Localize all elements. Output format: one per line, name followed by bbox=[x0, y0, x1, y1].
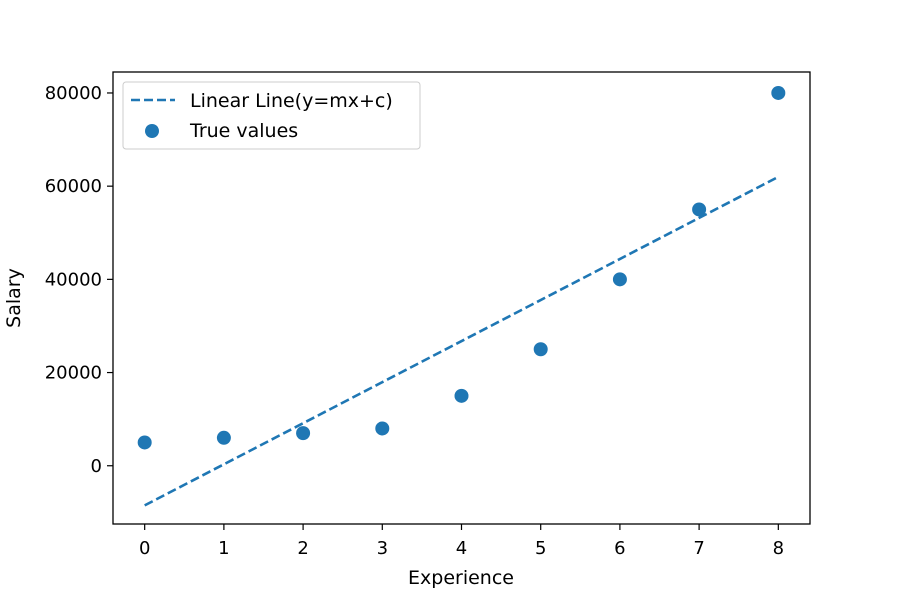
regression-line bbox=[144, 175, 779, 507]
x-tick-label: 0 bbox=[139, 538, 150, 559]
x-tick-label: 3 bbox=[377, 538, 388, 559]
y-axis-label: Salary bbox=[3, 268, 25, 328]
x-tick-label: 7 bbox=[693, 538, 704, 559]
data-point bbox=[692, 202, 707, 217]
y-tick-label: 0 bbox=[91, 456, 102, 477]
x-tick-label: 4 bbox=[456, 538, 467, 559]
data-point bbox=[533, 342, 548, 357]
x-tick-label: 1 bbox=[218, 538, 229, 559]
legend-label-scatter: True values bbox=[189, 120, 298, 142]
legend: Linear Line(y=mx+c) True values bbox=[122, 81, 421, 150]
data-point bbox=[612, 272, 627, 287]
data-point bbox=[454, 388, 469, 403]
y-tick-label: 40000 bbox=[45, 269, 102, 290]
legend-scatter-swatch bbox=[145, 124, 159, 138]
y-tick-label: 60000 bbox=[45, 176, 102, 197]
x-tick-label: 2 bbox=[297, 538, 308, 559]
x-axis-label: Experience bbox=[408, 567, 514, 589]
x-tick-label: 5 bbox=[535, 538, 546, 559]
legend-label-line: Linear Line(y=mx+c) bbox=[190, 90, 393, 112]
data-point bbox=[771, 85, 786, 100]
data-point bbox=[296, 426, 311, 441]
x-axis: 0 1 2 3 4 5 6 7 8 bbox=[139, 524, 784, 559]
data-point bbox=[375, 421, 390, 436]
data-point bbox=[216, 430, 231, 445]
x-tick-label: 6 bbox=[614, 538, 625, 559]
x-tick-label: 8 bbox=[773, 538, 784, 559]
y-tick-label: 80000 bbox=[45, 83, 102, 104]
data-point bbox=[137, 435, 152, 450]
y-tick-label: 20000 bbox=[45, 363, 102, 384]
plot-marks bbox=[137, 85, 786, 507]
y-axis: 0 20000 40000 60000 80000 bbox=[45, 83, 113, 477]
legend-box bbox=[122, 81, 421, 150]
